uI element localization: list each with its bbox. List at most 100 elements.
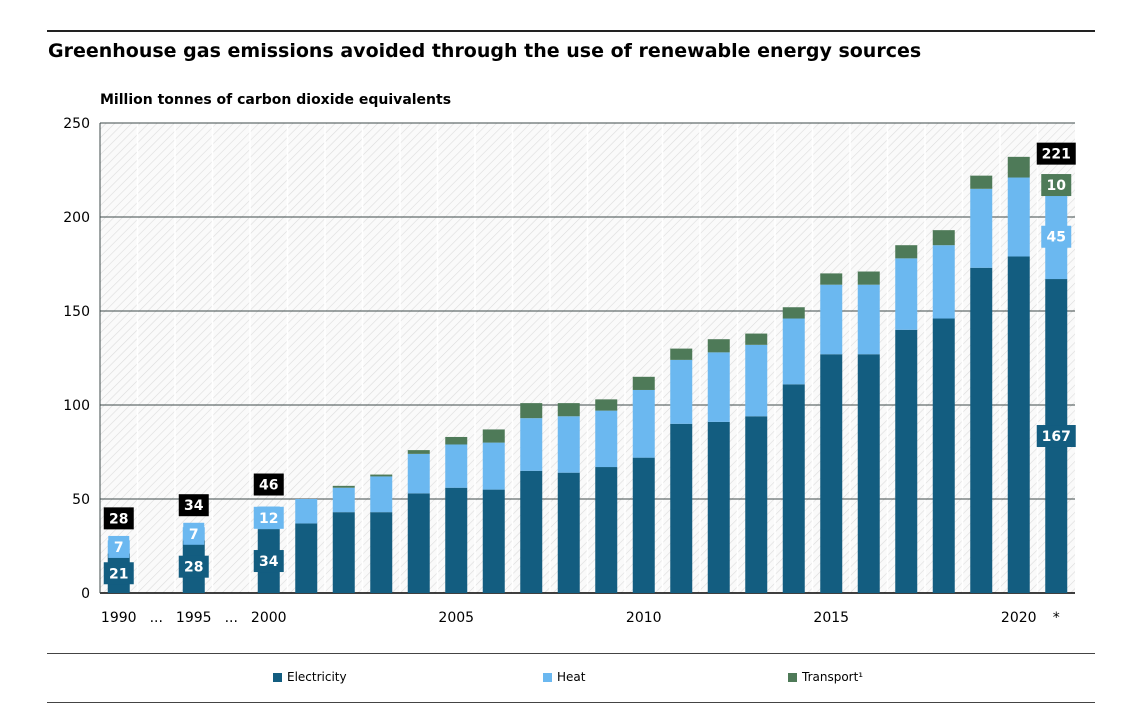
legend-label-transport: Transport¹ [802,670,864,684]
value-label-box-electricity [103,562,134,585]
value-label-total: 34 [184,498,204,514]
value-label-box-electricity [253,550,284,573]
bar-heat [782,318,805,385]
bar-transport [707,339,730,353]
value-label-electricity: 21 [109,566,128,582]
legend-label-heat: Heat [557,670,586,684]
bar-electricity [932,318,955,593]
bar-transport [895,245,918,259]
bar-electricity [970,267,993,593]
bar-heat [932,245,955,319]
bar-electricity [670,423,693,593]
legend-item-transport: Transport¹ [788,670,863,684]
value-label-electricity: 167 [1042,429,1071,445]
bar-heat [332,487,355,513]
bar-heat [707,352,730,422]
x-tick-label: 1990 [101,610,137,626]
bar-heat [407,453,430,494]
bar-electricity [595,467,618,593]
y-tick-label: 50 [72,492,90,508]
value-label-box-total [178,494,209,517]
x-tick-label: ... [150,610,163,626]
y-axis-unit-label: Million tonnes of carbon dioxide equival… [100,92,452,108]
y-tick-label: 250 [63,116,90,132]
value-label-box-heat [108,535,130,558]
transport-swatch [788,672,797,682]
value-label-heat: 45 [1047,230,1066,246]
value-label-box-electricity [1036,425,1076,448]
value-label-box-total [103,507,134,530]
bar-heat [370,476,393,513]
value-label-electricity: 28 [184,560,203,576]
value-label-total: 221 [1042,147,1071,163]
bar-heat [520,418,543,471]
bar-electricity [1007,256,1030,593]
bar-electricity [520,470,543,593]
value-label-heat: 7 [114,540,124,556]
y-tick-label: 150 [63,304,90,320]
value-label-box-heat [183,522,205,545]
bar-transport [520,403,543,419]
bar-heat [857,284,880,355]
bar-electricity [857,354,880,593]
value-label-heat: 12 [259,511,278,527]
y-tick-label: 0 [81,586,90,602]
bar-transport [745,333,768,345]
legend-item-electricity: Electricity [273,670,347,684]
bar-heat [745,344,768,417]
bar-electricity [632,457,655,593]
x-tick-label: 2015 [813,610,849,626]
bar-heat [820,284,843,355]
value-label-heat: 7 [189,527,199,543]
value-label-electricity: 34 [259,554,279,570]
electricity-swatch [273,672,282,682]
bar-electricity [445,487,468,593]
bar-transport [595,399,618,411]
bar-electricity [895,329,918,593]
bar-transport [820,273,843,285]
bar-electricity [370,512,393,593]
bar-heat [1007,177,1030,257]
value-label-box-electricity [178,555,209,578]
bar-electricity [707,421,730,593]
bar-transport [782,307,805,319]
heat-swatch [543,672,552,682]
bar-transport [1007,156,1030,178]
chart-title: Greenhouse gas emissions avoided through… [48,40,922,62]
legend-label-electricity: Electricity [287,670,347,684]
bar-electricity [745,416,768,593]
value-label-box-total [253,473,284,496]
bar-transport [370,474,393,477]
bar-heat [970,188,993,268]
bar-transport [332,485,355,488]
bar-electricity [295,523,318,593]
value-label-total: 28 [109,511,128,527]
legend-top-rule [47,653,1095,654]
bar-electricity [820,354,843,593]
bar-heat [445,444,468,488]
value-label-box-heat [253,506,284,529]
bar-electricity [332,512,355,593]
x-tick-label: * [1053,610,1060,626]
bar-transport [482,429,505,443]
x-tick-label: 2005 [438,610,474,626]
value-label-box-total [1036,142,1076,165]
bar-transport [445,436,468,445]
bar-electricity [782,384,805,593]
bar-transport [407,450,430,454]
x-tick-label: ... [225,610,238,626]
bar-transport [970,175,993,189]
bar-electricity [557,472,580,593]
value-label-transport: 10 [1047,178,1067,194]
bar-heat [632,389,655,458]
bar-transport [632,376,655,390]
bar-transport [557,403,580,417]
value-label-total: 46 [259,478,278,494]
x-tick-label: 1995 [176,610,212,626]
y-tick-label: 100 [63,398,90,414]
bar-heat [595,410,618,468]
bar-heat [295,499,318,524]
top-rule [47,30,1095,32]
bar-electricity [482,489,505,593]
